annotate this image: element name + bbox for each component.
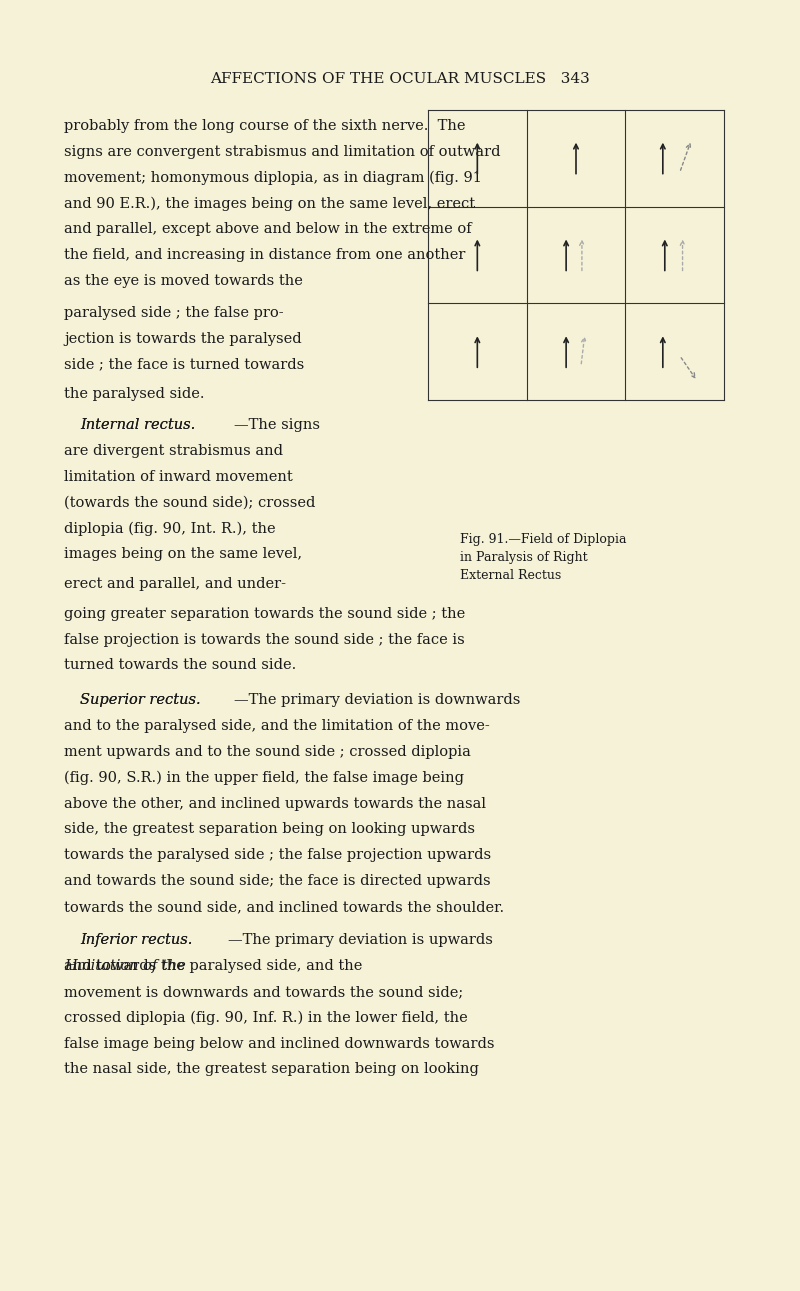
- Text: Inferior rectus.: Inferior rectus.: [80, 933, 192, 948]
- Text: Internal rectus.: Internal rectus.: [80, 418, 195, 432]
- Text: and 90 E.R.), the images being on the same level, erect: and 90 E.R.), the images being on the sa…: [64, 196, 475, 210]
- Text: ment upwards and to the sound side ; crossed diplopia: ment upwards and to the sound side ; cro…: [64, 745, 471, 759]
- Text: probably from the long course of the sixth nerve.  The: probably from the long course of the six…: [64, 119, 466, 133]
- Text: diplopia (fig. 90, Int. R.), the: diplopia (fig. 90, Int. R.), the: [64, 522, 276, 536]
- Text: the field, and increasing in distance from one another: the field, and increasing in distance fr…: [64, 248, 466, 262]
- Text: Hmitation of the: Hmitation of the: [64, 959, 186, 973]
- Text: towards the sound side, and inclined towards the shoulder.: towards the sound side, and inclined tow…: [64, 900, 504, 914]
- Text: side, the greatest separation being on looking upwards: side, the greatest separation being on l…: [64, 822, 475, 837]
- Text: side ; the face is turned towards: side ; the face is turned towards: [64, 358, 304, 372]
- Text: (fig. 90, S.R.) in the upper field, the false image being: (fig. 90, S.R.) in the upper field, the …: [64, 771, 464, 785]
- Text: as the eye is moved towards the: as the eye is moved towards the: [64, 274, 303, 288]
- Text: turned towards the sound side.: turned towards the sound side.: [64, 658, 296, 673]
- Text: erect and parallel, and under-: erect and parallel, and under-: [64, 577, 286, 591]
- Text: going greater separation towards the sound side ; the: going greater separation towards the sou…: [64, 607, 466, 621]
- Text: —The primary deviation is upwards: —The primary deviation is upwards: [228, 933, 493, 948]
- Text: —The signs: —The signs: [234, 418, 320, 432]
- Text: and to the paralysed side, and the limitation of the move-: and to the paralysed side, and the limit…: [64, 719, 490, 733]
- Text: images being on the same level,: images being on the same level,: [64, 547, 302, 562]
- Text: towards the paralysed side ; the false projection upwards: towards the paralysed side ; the false p…: [64, 848, 491, 862]
- Text: and parallel, except above and below in the extreme of: and parallel, except above and below in …: [64, 222, 472, 236]
- Text: limitation of inward movement: limitation of inward movement: [64, 470, 293, 484]
- Text: and towards the paralysed side, and the: and towards the paralysed side, and the: [64, 959, 362, 973]
- Text: in Paralysis of Right: in Paralysis of Right: [460, 551, 588, 564]
- Text: crossed diplopia (fig. 90, Inf. R.) in the lower field, the: crossed diplopia (fig. 90, Inf. R.) in t…: [64, 1011, 468, 1025]
- Text: AFFECTIONS OF THE OCULAR MUSCLES   343: AFFECTIONS OF THE OCULAR MUSCLES 343: [210, 72, 590, 86]
- Text: (towards the sound side); crossed: (towards the sound side); crossed: [64, 496, 315, 510]
- Text: false projection is towards the sound side ; the face is: false projection is towards the sound si…: [64, 633, 465, 647]
- Text: the paralysed side.: the paralysed side.: [64, 387, 205, 402]
- Text: above the other, and inclined upwards towards the nasal: above the other, and inclined upwards to…: [64, 797, 486, 811]
- Text: Fig. 91.—Field of Diplopia: Fig. 91.—Field of Diplopia: [460, 533, 626, 546]
- Text: paralysed side ; the false pro-: paralysed side ; the false pro-: [64, 306, 284, 320]
- Text: movement is downwards and towards the sound side;: movement is downwards and towards the so…: [64, 985, 463, 999]
- Text: Inferior rectus.: Inferior rectus.: [80, 933, 192, 948]
- Text: false image being below and inclined downwards towards: false image being below and inclined dow…: [64, 1037, 494, 1051]
- Text: jection is towards the paralysed: jection is towards the paralysed: [64, 332, 302, 346]
- Text: Superior rectus.: Superior rectus.: [80, 693, 201, 707]
- Text: External Rectus: External Rectus: [460, 569, 562, 582]
- Text: are divergent strabismus and: are divergent strabismus and: [64, 444, 283, 458]
- Text: Superior rectus.: Superior rectus.: [80, 693, 201, 707]
- Text: the nasal side, the greatest separation being on looking: the nasal side, the greatest separation …: [64, 1062, 479, 1077]
- Text: Internal rectus.: Internal rectus.: [80, 418, 195, 432]
- Text: and towards the sound side; the face is directed upwards: and towards the sound side; the face is …: [64, 874, 490, 888]
- Text: movement; homonymous diplopia, as in diagram (fig. 91: movement; homonymous diplopia, as in dia…: [64, 170, 482, 185]
- Text: signs are convergent strabismus and limitation of outward: signs are convergent strabismus and limi…: [64, 145, 501, 159]
- Text: —The primary deviation is downwards: —The primary deviation is downwards: [234, 693, 521, 707]
